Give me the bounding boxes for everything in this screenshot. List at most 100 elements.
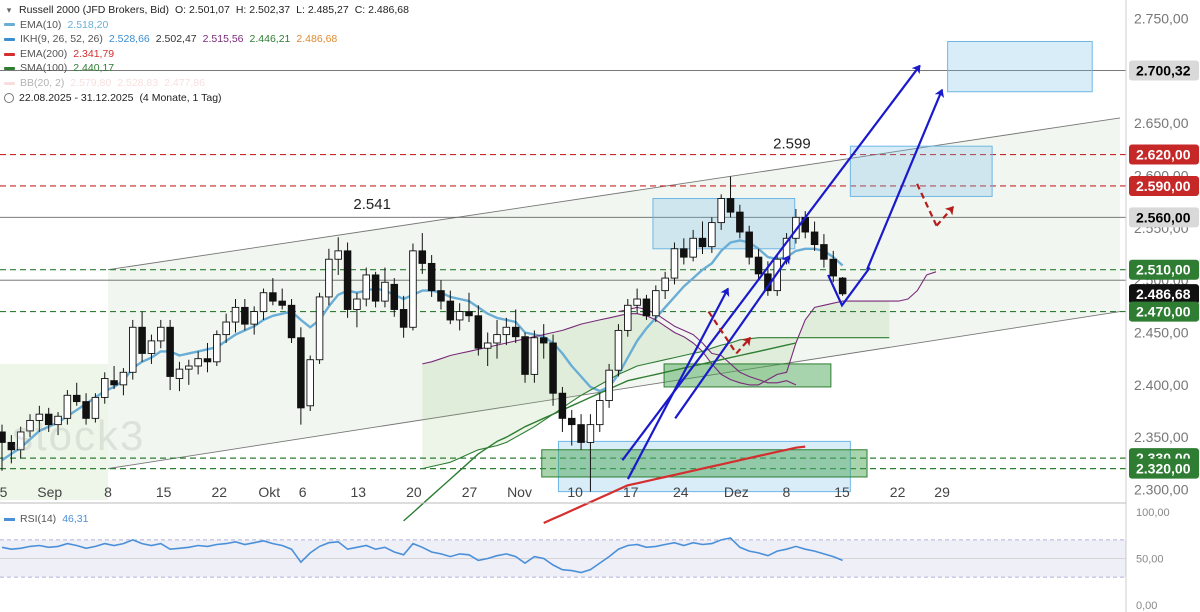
candle-body <box>399 309 408 328</box>
legend-item[interactable]: SMA(100) 2.440,17 <box>4 61 409 76</box>
indicator-line <box>422 271 937 386</box>
x-tick-label: Sep <box>37 484 62 500</box>
price-tick-label: 2.300,00 <box>1134 482 1189 498</box>
legend-value: 2.440,17 <box>73 62 115 75</box>
x-tick-label: Nov <box>507 484 532 500</box>
candle-body <box>91 396 100 419</box>
rsi-legend[interactable]: RSI(14) 46,31 <box>4 513 88 525</box>
rsi-swatch <box>4 517 15 521</box>
x-tick-label: 17 <box>623 484 639 500</box>
legend-value: 2.477,86 <box>164 76 205 89</box>
candle-body <box>605 369 613 402</box>
x-tick-label: 8 <box>104 484 112 500</box>
indicator-list: EMA(10) 2.518,20 IKH(9, 26, 52, 26) 2.528,6… <box>4 18 409 91</box>
price-annotation: 2.541 <box>353 196 391 213</box>
legend-value: 2.446,21 <box>249 33 291 46</box>
level-label-bg <box>1129 175 1199 196</box>
candle-body <box>596 400 604 426</box>
candle-body <box>465 311 473 317</box>
forecast-arrow <box>674 255 791 419</box>
candle-body <box>502 326 511 336</box>
legend-item[interactable]: EMA(10) 2.518,20 <box>4 18 409 33</box>
legend-value: 2.579,80 <box>70 76 112 89</box>
candle-body <box>334 250 342 260</box>
instrument-title[interactable]: Russell 2000 (JFD Brokers, Bid) <box>19 4 169 16</box>
indicator-line <box>403 342 797 522</box>
chart-legend: ▾ Russell 2000 (JFD Brokers, Bid) O: 2.5… <box>4 3 409 105</box>
x-tick-label: 22 <box>890 484 906 500</box>
candle-body <box>661 277 669 292</box>
candle-body <box>838 277 847 295</box>
rsi-tick-label: 100,00 <box>1136 507 1170 519</box>
candle-body <box>409 250 417 328</box>
candle-body <box>362 274 371 300</box>
price-tick-label: 2.750,00 <box>1134 10 1189 26</box>
x-tick-label: Okt <box>258 484 280 500</box>
forecast-arrow <box>866 88 945 271</box>
level-label: 2.510,00 <box>1136 262 1191 278</box>
legend-label: EMA(200) <box>20 47 68 60</box>
legend-label: EMA(10) <box>20 18 62 31</box>
indicator-line <box>422 337 890 470</box>
legend-item[interactable]: BB(20, 2) 2.579,80 2.528,83 2.477,86 <box>4 76 409 91</box>
candle-body <box>483 342 492 349</box>
candle-body <box>157 326 165 342</box>
header-row: ▾ Russell 2000 (JFD Brokers, Bid) O: 2.5… <box>4 3 409 18</box>
candle-body <box>222 321 230 336</box>
candle-body <box>194 358 202 367</box>
price-tick-label: 2.650,00 <box>1134 115 1189 131</box>
level-label: 2.590,00 <box>1136 178 1191 194</box>
level-label-bg <box>1129 301 1199 322</box>
level-label: 2.470,00 <box>1136 304 1191 320</box>
candle-body <box>698 237 707 248</box>
rsi-tick-label: 0,00 <box>1136 600 1157 612</box>
candle-body <box>530 337 539 375</box>
legend-item[interactable]: IKH(9, 26, 52, 26) 2.528,66 2.502,47 2.515,… <box>4 32 409 47</box>
candle-body <box>820 244 828 260</box>
candle-body <box>633 298 641 306</box>
candle-body <box>670 248 679 279</box>
legend-swatch <box>4 67 15 71</box>
level-label-bg <box>1129 259 1199 280</box>
candle-body <box>381 281 389 302</box>
candle-body <box>446 300 455 321</box>
legend-item[interactable]: EMA(200) 2.341,79 <box>4 47 409 62</box>
candle-body <box>315 296 324 361</box>
legend-swatch <box>4 37 15 41</box>
candle-body <box>7 441 16 451</box>
candle-body <box>119 371 128 386</box>
x-tick-label: 29 <box>934 484 950 500</box>
high-value: H: 2.502,37 <box>235 4 291 16</box>
rsi-value: 46,31 <box>62 513 89 525</box>
legend-label: BB(20, 2) <box>20 76 65 89</box>
level-label-bg <box>1129 60 1199 81</box>
candle-body <box>390 283 399 310</box>
candle-body <box>642 298 651 317</box>
rsi-label: RSI(14) <box>20 513 57 525</box>
candle-body <box>717 198 725 224</box>
candle-body <box>129 326 137 373</box>
forecast-v-shape <box>827 266 871 308</box>
level-label: 2.560,00 <box>1136 209 1191 225</box>
candle-body <box>586 424 595 443</box>
candle-body <box>72 394 81 403</box>
level-label: 2.320,00 <box>1136 461 1191 477</box>
legend-label: SMA(100) <box>20 62 68 75</box>
candle-body <box>54 415 62 426</box>
candle-body <box>521 336 529 375</box>
candle-body <box>325 258 333 298</box>
candle-body <box>231 306 240 323</box>
chevron-down-icon[interactable]: ▾ <box>6 5 12 15</box>
candle-body <box>138 326 146 354</box>
candle-body <box>810 231 819 246</box>
candle-body <box>511 326 520 338</box>
forecast-arrow <box>735 336 752 355</box>
level-label-bg <box>1129 458 1199 479</box>
channel-lower-line <box>108 311 1121 470</box>
x-tick-label: Dez <box>724 484 749 500</box>
candle-body <box>745 231 753 258</box>
candle-body <box>278 300 286 306</box>
candle-body <box>792 216 800 239</box>
candle-body <box>185 365 193 370</box>
